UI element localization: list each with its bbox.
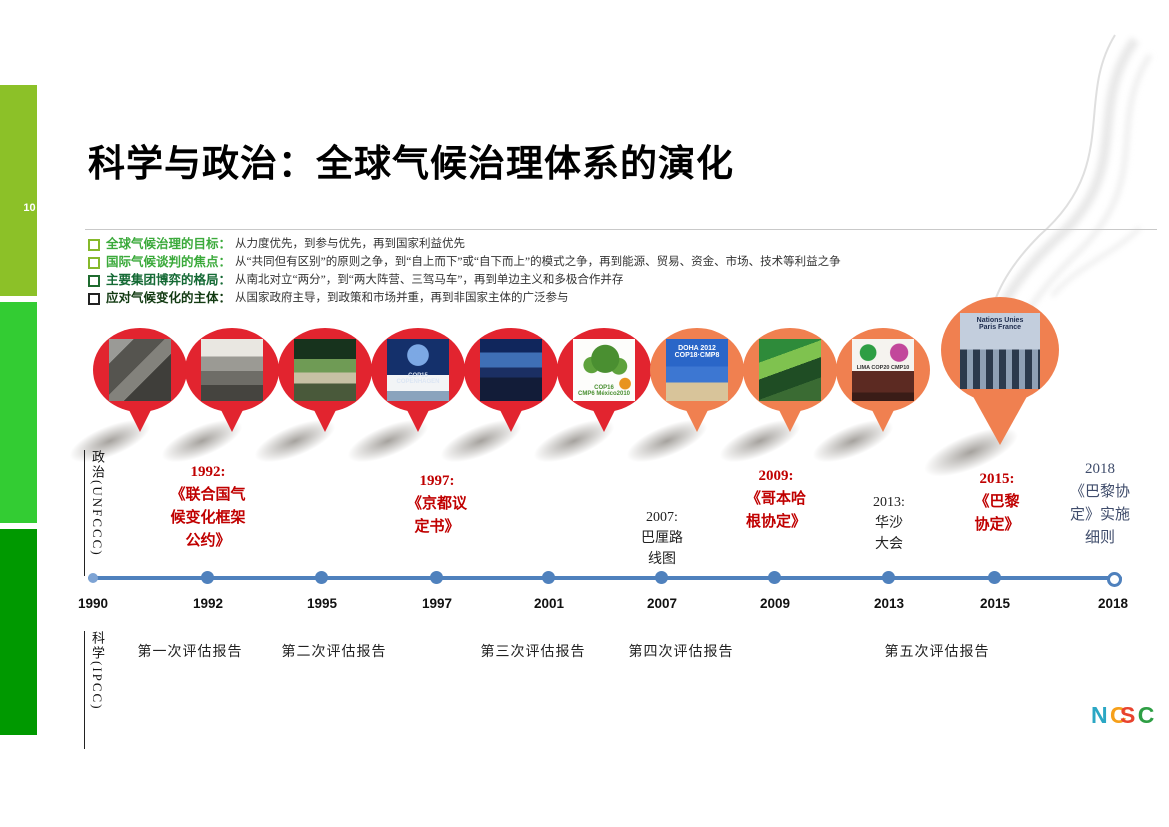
checkbox-icon (88, 257, 100, 269)
pin-cop16-cancun: COP16 CMP6 México2010 (528, 328, 651, 478)
event-2007-bali: 2007: 巴厘路 线图 (641, 510, 683, 567)
pin-green-venue (714, 328, 837, 478)
doha-poster-photo: DOHA 2012 COP18·CMP8 (666, 339, 728, 401)
logo-letter-n: N (1091, 702, 1108, 728)
cop16-label: COP16 CMP6 México2010 (577, 385, 631, 397)
event-2015-paris: 2015: 《巴黎 协定》 (974, 471, 1020, 533)
bw-plenary-photo (109, 339, 171, 401)
year-2009: 2009 (759, 596, 791, 611)
timeline-axis (88, 576, 1122, 580)
year-1990: 1990 (77, 596, 109, 611)
report-third: 第三次评估报告 (480, 645, 586, 660)
year-2015: 2015 (979, 596, 1011, 611)
cop16-poster-photo: COP16 CMP6 México2010 (573, 339, 635, 401)
bullet-text: 从南北对立“两分”，到“两大阵营、三驾马车”，再到单边主义和多极合作并存 (235, 274, 624, 286)
sidebar-bar-bottom (0, 529, 37, 735)
plenary-hall-photo (294, 339, 356, 401)
year-2013: 2013 (873, 596, 905, 611)
report-fifth: 第五次评估报告 (884, 645, 990, 660)
bw-meeting-photo (201, 339, 263, 401)
bullet-label: 国际气候谈判的焦点： (106, 255, 232, 269)
report-first: 第一次评估报告 (137, 645, 243, 660)
bullet-item-actors: 应对气候变化的主体： 从国家政府主导，到政策和市场并重，再到非国家主体的广泛参与 (88, 290, 1148, 308)
event-2013-warsaw: 2013: 华沙 大会 (873, 495, 905, 552)
axis-dot-1990 (88, 573, 98, 583)
title-divider (85, 229, 1157, 230)
ncsc-logo: N C S C (1091, 702, 1155, 729)
blue-conference-photo (480, 339, 542, 401)
pin-cop20-lima: LIMA COP20 CMP10 (807, 328, 930, 478)
checkbox-icon (88, 275, 100, 287)
bullet-item-group-dynamics: 主要集团博弈的格局： 从南北对立“两分”，到“两大阵营、三驾马车”，再到单边主义… (88, 272, 1148, 290)
logo-letter-s: S (1120, 702, 1135, 728)
pin-conference-hall (435, 328, 558, 478)
bullet-label: 主要集团博弈的格局： (106, 273, 232, 287)
axis-dot-2001 (542, 571, 555, 584)
paris-agreement-photo: Nations Unies Paris France (960, 313, 1040, 389)
bullet-list: 全球气候治理的目标： 从力度优先，到参与优先，再到国家利益优先 国际气候谈判的焦… (88, 236, 1148, 308)
axis-dot-2007 (655, 571, 668, 584)
bullet-text: 从国家政府主导，到政策和市场并重，再到非国家主体的广泛参与 (235, 292, 569, 304)
pin-1992-unfccc (156, 328, 279, 478)
event-2009-copenhagen: 2009: 《哥本哈 根协定》 (745, 468, 806, 530)
checkbox-icon (88, 293, 100, 305)
bullet-item-negotiation-focus: 国际气候谈判的焦点： 从“共同但有区别”的原则之争，到“自上而下”或“自下而上”… (88, 254, 1148, 272)
axis-dot-1995 (315, 571, 328, 584)
event-1992-unfccc: 1992: 《联合国气 候变化框架 公约》 (170, 464, 246, 549)
bullet-label: 全球气候治理的目标： (106, 237, 232, 251)
axis-dot-2009 (768, 571, 781, 584)
green-venue-photo (759, 339, 821, 401)
page-title: 科学与政治：全球气候治理体系的演化 (88, 143, 734, 184)
lima-label: LIMA COP20 CMP10 (856, 365, 910, 371)
event-2018-rulebook: 2018 《巴黎协 定》实施 细则 (1069, 461, 1130, 546)
axis-dot-2018 (1107, 572, 1122, 587)
bullet-text: 从“共同但有区别”的原则之争，到“自上而下”或“自下而上”的模式之争，再到能源、… (235, 256, 841, 268)
bullet-item-goals: 全球气候治理的目标： 从力度优先，到参与优先，再到国家利益优先 (88, 236, 1148, 254)
doha-label: DOHA 2012 COP18·CMP8 (674, 345, 720, 359)
year-2018: 2018 (1097, 596, 1129, 611)
axis-dot-1997 (430, 571, 443, 584)
page-number: 10 (23, 202, 36, 214)
event-1997-kyoto: 1997: 《京都议 定书》 (406, 473, 467, 535)
axis-dot-2015 (988, 571, 1001, 584)
cop15-poster-photo: COP15 COPENHAGEN (387, 339, 449, 401)
year-1995: 1995 (306, 596, 338, 611)
year-2007: 2007 (646, 596, 678, 611)
science-axis-label: 科学(IPCC) (84, 631, 107, 749)
pin-cop18-doha: DOHA 2012 COP18·CMP8 (621, 328, 744, 478)
axis-dot-1992 (201, 571, 214, 584)
axis-dot-2013 (882, 571, 895, 584)
pin-1990-conference (64, 328, 187, 478)
political-axis-label: 政治(UNFCCC) (84, 450, 107, 576)
pin-1995-cop1 (249, 328, 372, 478)
sidebar-bar-middle (0, 302, 37, 523)
sidebar-bar-top (0, 85, 37, 296)
bullet-text: 从力度优先，到参与优先，再到国家利益优先 (235, 238, 466, 250)
lima-poster-photo: LIMA COP20 CMP10 (852, 339, 914, 401)
paris-label: Nations Unies Paris France (976, 317, 1024, 331)
report-fourth: 第四次评估报告 (628, 645, 734, 660)
bullet-label: 应对气候变化的主体： (106, 291, 232, 305)
year-2001: 2001 (533, 596, 565, 611)
year-1992: 1992 (192, 596, 224, 611)
logo-letter-c2: C (1137, 702, 1155, 728)
pin-cop15-copenhagen: COP15 COPENHAGEN (342, 328, 465, 478)
year-1997: 1997 (421, 596, 453, 611)
pin-cop21-paris: Nations Unies Paris France (918, 297, 1059, 487)
cop15-label: COP15 COPENHAGEN (396, 373, 440, 385)
report-second: 第二次评估报告 (281, 645, 387, 660)
checkbox-icon (88, 239, 100, 251)
